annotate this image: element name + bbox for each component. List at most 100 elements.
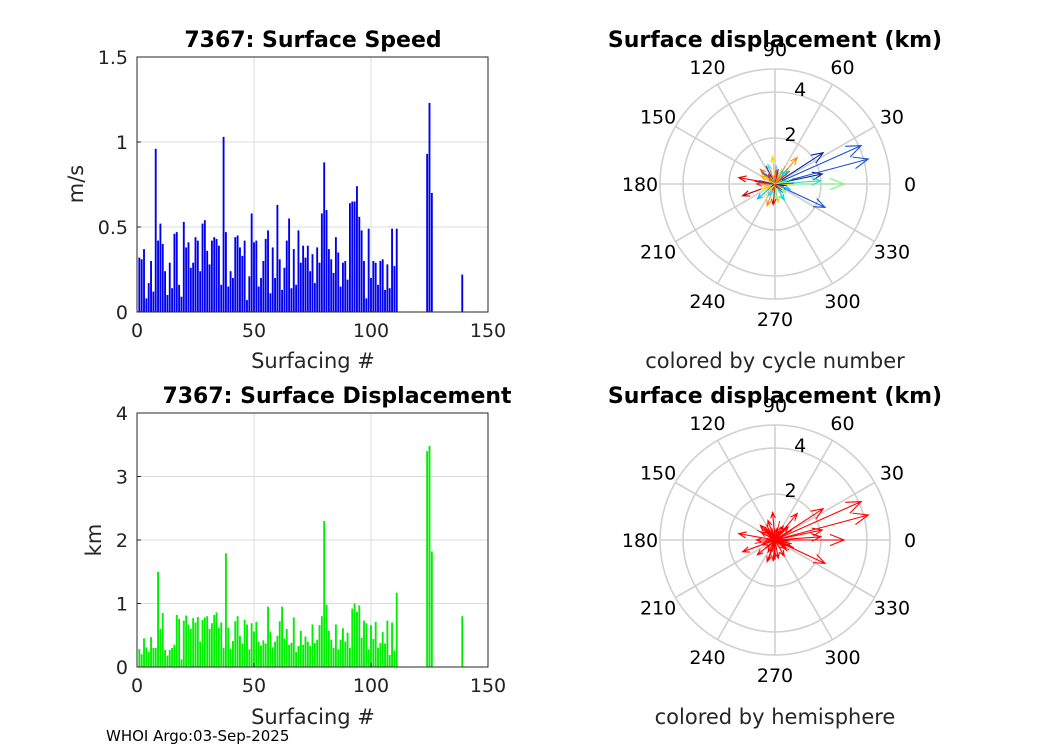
short-vector [771,183,776,188]
bar [346,632,349,667]
bar [140,654,143,667]
bar [260,645,262,667]
bar [374,621,377,667]
bar [334,237,337,312]
bar [295,651,298,667]
x-tick-label: 100 [353,675,389,697]
y-tick-label: 2 [116,530,128,552]
bar [161,244,164,312]
short-vector [767,539,776,544]
bar [349,203,351,312]
bar [278,259,281,312]
bar [271,647,274,667]
polar-angle-label: 120 [689,413,725,435]
polar-angle-label: 240 [689,647,725,669]
bar [306,641,309,667]
bar [365,298,368,312]
bar [201,223,204,312]
bar [255,621,258,667]
short-vector [774,539,792,545]
polar-ring [682,447,868,633]
bar [363,620,365,667]
bar [330,639,333,667]
bar [150,637,152,667]
bar [426,451,429,667]
bar [339,286,342,312]
short-vector [774,181,788,185]
polar-radius-label: 2 [785,124,797,146]
short-vector [774,539,789,547]
bar [264,643,267,667]
bar [269,632,272,667]
bar [157,240,159,312]
bar [241,643,244,667]
polar-angle-label: 210 [640,598,676,620]
bar [311,624,314,667]
bar [334,624,337,667]
bar [393,650,396,667]
bar [147,651,150,667]
short-vector [774,165,786,185]
bar [255,240,258,312]
bar [154,148,157,312]
bar [318,262,321,312]
bar [164,271,167,312]
short-vector [754,539,776,544]
bar [299,630,302,667]
bar [367,649,370,667]
bar [430,551,433,667]
bar [288,644,291,667]
bar [271,247,274,312]
bar [388,654,391,667]
bar [351,608,354,667]
bar [227,286,230,312]
bar [341,628,344,667]
bar [384,289,386,312]
bar [260,278,262,312]
polar-spoke [716,84,776,185]
bar [224,553,227,667]
speed-x-axis-label: Surfacing # [251,349,375,373]
bar [269,293,272,312]
bar [232,640,234,667]
bar [360,230,363,312]
bar [185,247,188,312]
bar [180,296,183,312]
bar [299,262,302,312]
bar [461,274,464,312]
bar [140,259,143,312]
y-tick-label: 0 [116,302,128,324]
bar [353,201,356,312]
bar [173,644,176,667]
y-tick-label: 4 [116,403,128,425]
bar [327,249,330,312]
displacement-arrow [775,533,846,547]
polar-spoke [716,539,776,640]
bar [152,291,155,312]
bar [395,228,398,312]
short-vector [756,529,776,541]
polar-angle-label: 330 [874,598,910,620]
bar [311,254,314,312]
x-tick-label: 150 [470,675,506,697]
bar [332,647,335,667]
bar [217,627,220,667]
polar-radius-label: 4 [794,435,806,457]
speed-chart: 7367: Surface Speed 0 50 100 150 0 0.5 1 1.5 Su… [64,28,506,373]
bar [173,233,176,312]
bar [337,649,340,667]
bar [196,240,199,312]
bar [393,266,396,312]
bar [159,628,162,667]
polar-angle-label: 270 [757,665,793,687]
bar [267,230,269,312]
short-vector [774,183,783,194]
bar [377,284,379,312]
bar [189,628,192,667]
bar [147,283,150,312]
bar [290,288,293,312]
bar [379,261,382,312]
bar [203,617,206,667]
short-vector [774,527,786,541]
bar [283,638,286,667]
